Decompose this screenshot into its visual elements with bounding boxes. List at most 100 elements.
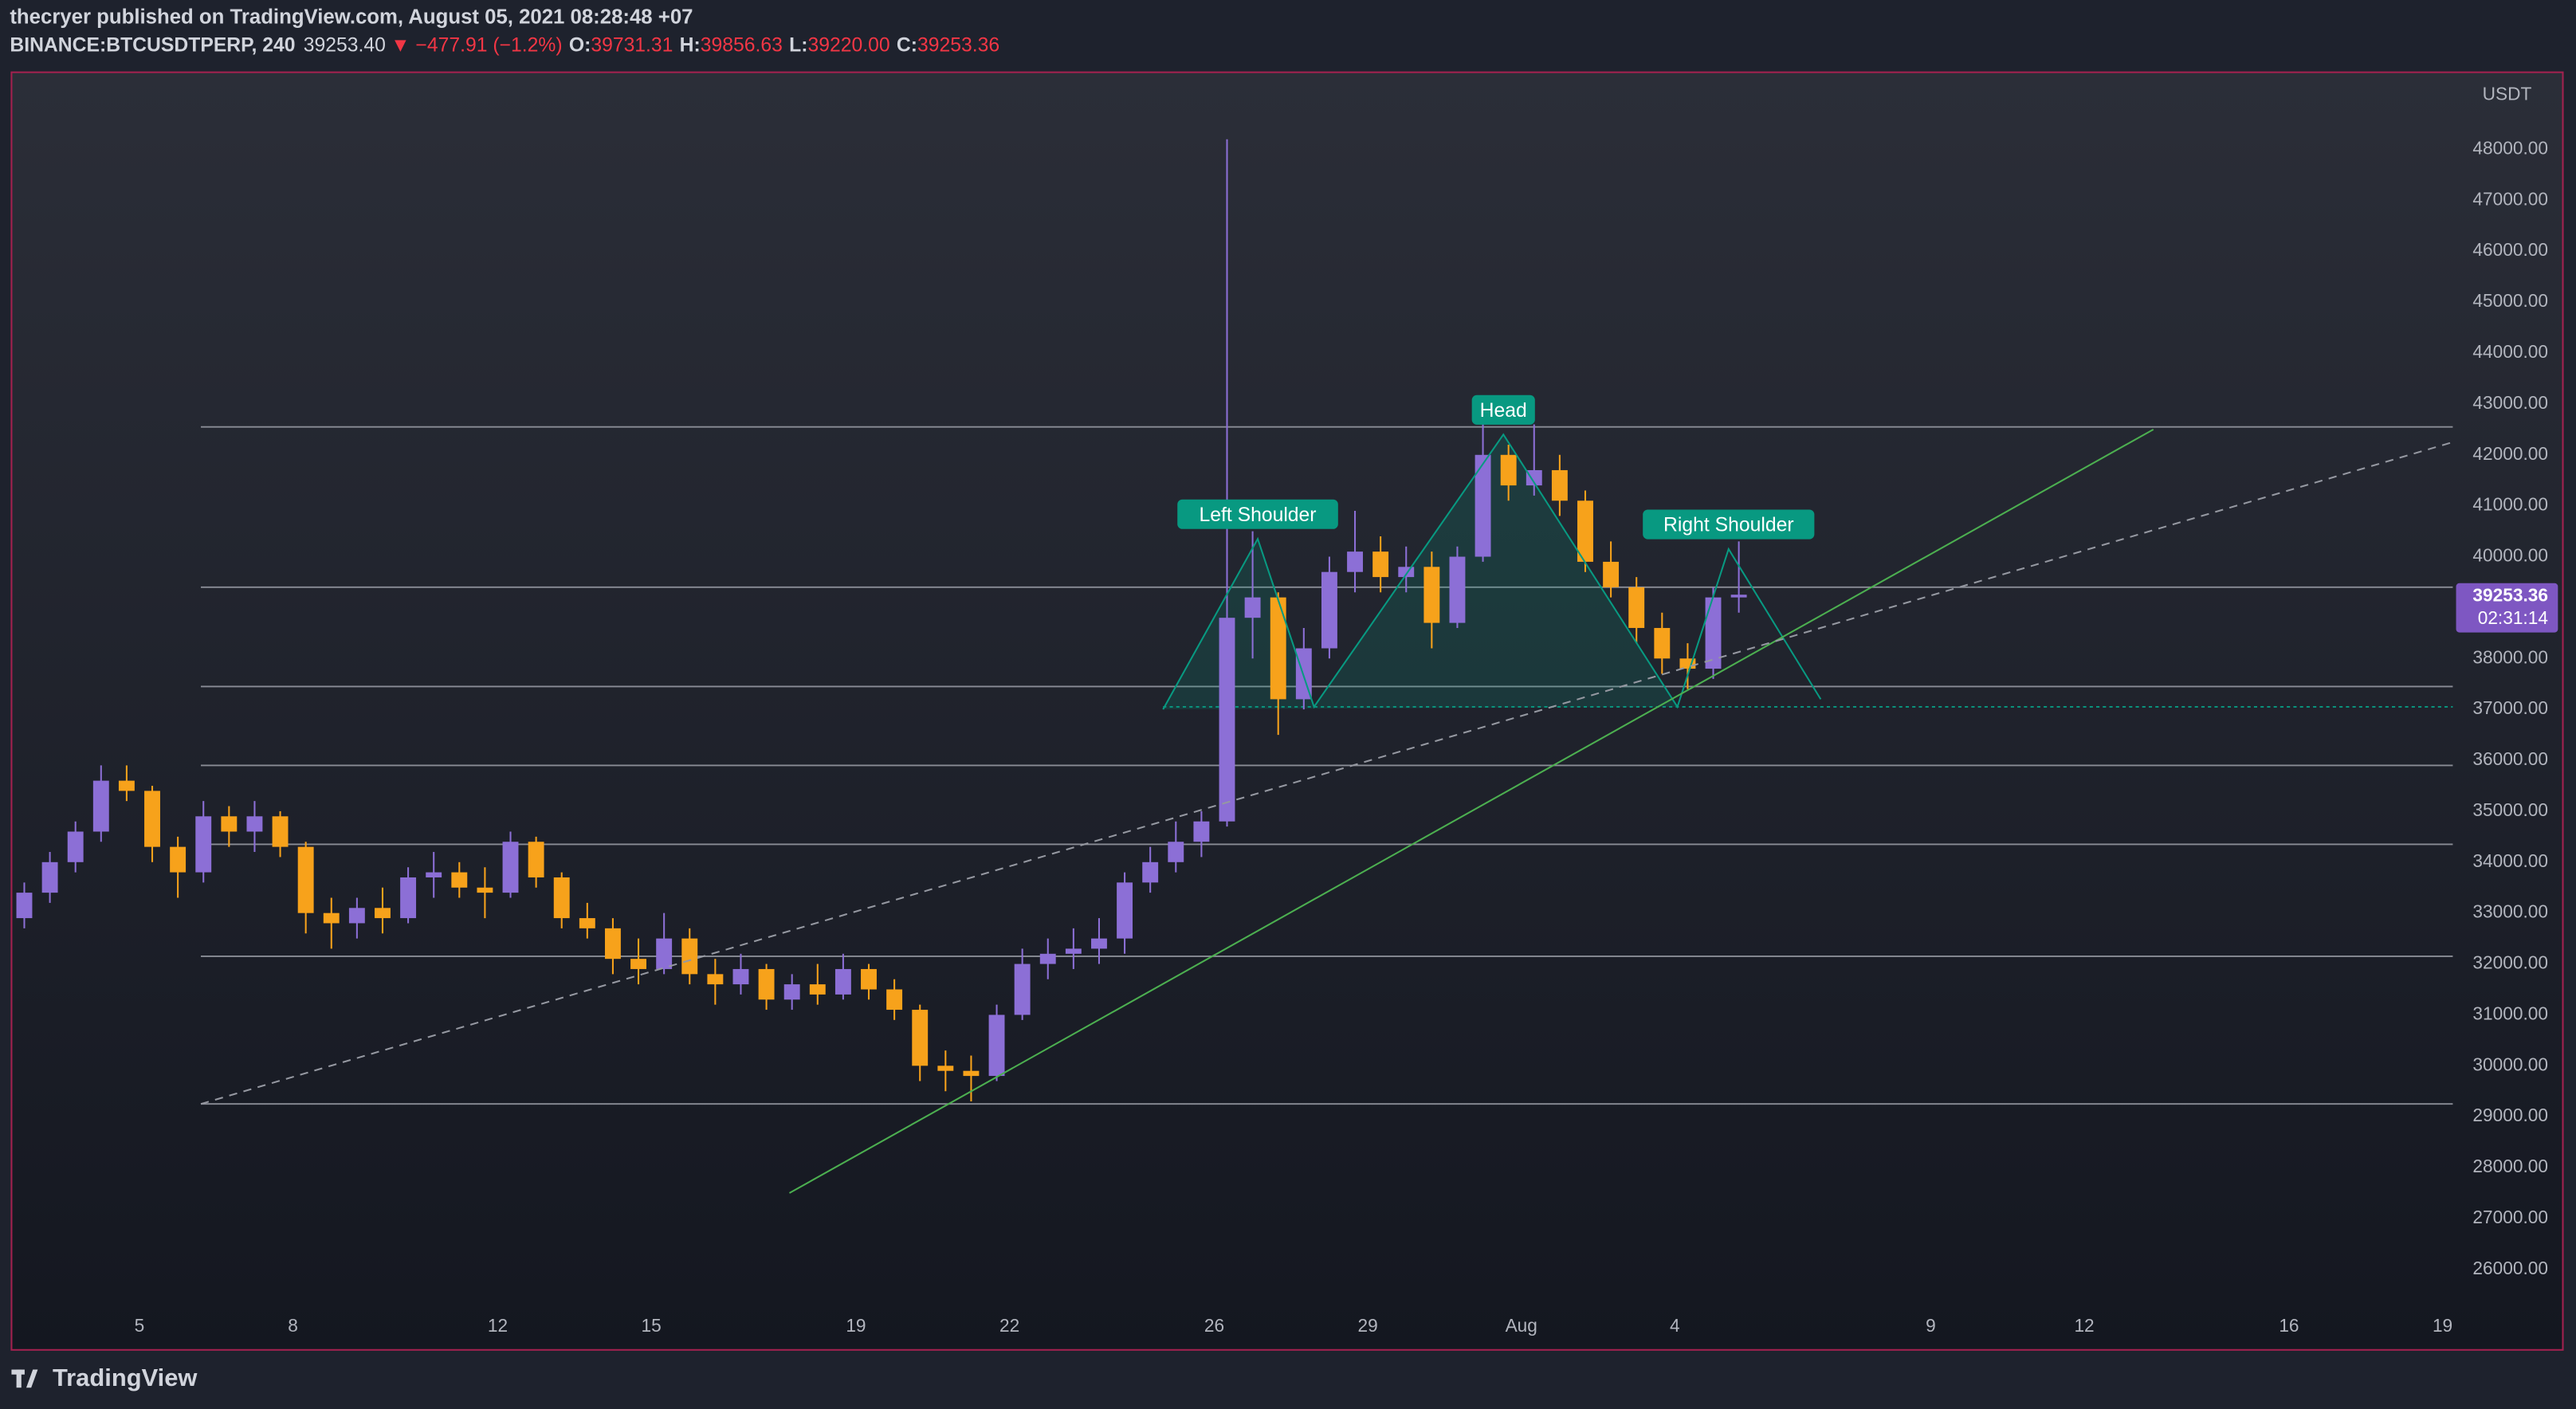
candle-body — [195, 816, 212, 873]
annotation-label: Head — [1480, 400, 1527, 422]
y-tick-label: 37000.00 — [2472, 697, 2548, 718]
candle-body — [1628, 587, 1645, 628]
candle-body — [886, 989, 903, 1011]
candle-body — [221, 816, 238, 832]
candle-body — [1603, 561, 1620, 587]
candle-body — [988, 1015, 1005, 1077]
currency: USDT — [2483, 84, 2532, 104]
candle-body — [323, 913, 340, 924]
x-tick-label: 12 — [488, 1315, 508, 1336]
candle-body — [1730, 595, 1747, 598]
candle-body — [553, 877, 570, 919]
annotation-box — [1643, 509, 1815, 540]
candle-body — [630, 959, 646, 969]
candle-body — [477, 887, 493, 893]
price-tag-countdown: 02:31:14 — [2478, 607, 2548, 628]
x-tick-label: 4 — [1670, 1315, 1680, 1336]
candle-body — [963, 1070, 980, 1077]
candle-body — [861, 968, 877, 990]
candle-body — [92, 780, 109, 832]
candle-body — [1654, 627, 1671, 659]
candle-body — [41, 861, 58, 893]
annotation-label: Left Shoulder — [1199, 504, 1316, 526]
low: 39220.00 — [808, 34, 890, 56]
y-tick-label: 33000.00 — [2472, 901, 2548, 922]
pattern-line — [1162, 433, 1822, 710]
y-tick-label: 47000.00 — [2472, 188, 2548, 209]
candle-body — [16, 893, 33, 919]
candle-body — [1449, 556, 1466, 623]
candle-body — [1014, 964, 1031, 1015]
candle-body — [67, 831, 84, 862]
candle-body — [1065, 948, 1082, 954]
last: 39253.40 — [304, 34, 386, 56]
candles — [16, 139, 1747, 1102]
x-tick-label: 9 — [1926, 1315, 1936, 1336]
candle-body — [426, 872, 442, 877]
candle-body — [579, 918, 595, 928]
candle-body — [502, 842, 519, 893]
candle-body — [1372, 551, 1389, 578]
candle-body — [400, 877, 417, 919]
y-tick-label: 30000.00 — [2472, 1054, 2548, 1074]
candle-body — [144, 791, 160, 847]
chart-frame — [10, 71, 2564, 1351]
x-tick-label: 8 — [288, 1315, 298, 1336]
candle-body — [1244, 597, 1261, 618]
symbol-line: BINANCE:BTCUSDTPERP, 240 39253.40 ▼ −477.9… — [10, 34, 999, 56]
c-label: C: — [897, 34, 917, 56]
candle-body — [1347, 551, 1363, 572]
candle-body — [656, 938, 673, 969]
x-tick-label: 29 — [1357, 1315, 1377, 1336]
trend-line — [788, 428, 2154, 1194]
candle-body — [528, 842, 544, 877]
x-tick-label: 15 — [641, 1315, 661, 1336]
candle-body — [1168, 842, 1184, 862]
trend-line — [200, 441, 2453, 1105]
candle-body — [937, 1066, 954, 1071]
price-tag — [2456, 583, 2558, 633]
candle-body — [297, 846, 314, 913]
publisher: thecryer published on TradingView.com, A… — [10, 6, 693, 28]
y-tick-label: 26000.00 — [2472, 1258, 2548, 1278]
annotation-box — [1177, 499, 1338, 529]
y-tick-label: 42000.00 — [2472, 443, 2548, 464]
candle-body — [1270, 597, 1286, 700]
y-tick-label: 28000.00 — [2472, 1156, 2548, 1176]
x-tick-label: 26 — [1204, 1315, 1224, 1336]
candle-body — [451, 872, 468, 888]
candle-body — [1423, 567, 1440, 623]
candle-body — [912, 1010, 929, 1066]
brand: TradingView — [53, 1364, 198, 1391]
candle-body — [118, 780, 135, 791]
high: 39856.63 — [701, 34, 783, 56]
y-tick-label: 44000.00 — [2472, 341, 2548, 362]
candle-body — [1321, 571, 1337, 649]
y-tick-label: 43000.00 — [2472, 392, 2548, 413]
x-tick-label: 16 — [2279, 1315, 2299, 1336]
y-tick-label: 31000.00 — [2472, 1003, 2548, 1023]
y-tick-label: 34000.00 — [2472, 850, 2548, 871]
candle-body — [1091, 938, 1107, 949]
candle-body — [604, 928, 621, 960]
candle-body — [1193, 821, 1210, 842]
y-tick-label: 27000.00 — [2472, 1207, 2548, 1227]
open: 39731.31 — [591, 34, 673, 56]
symbol: BINANCE:BTCUSDTPERP, 240 — [10, 34, 295, 56]
y-tick-label: 32000.00 — [2472, 952, 2548, 973]
o-label: O: — [569, 34, 591, 56]
candle-body — [681, 938, 698, 975]
x-tick-label: 5 — [135, 1315, 145, 1336]
change: ▼ −477.91 (−1.2%) — [391, 34, 563, 56]
close: 39253.36 — [917, 34, 999, 56]
candle-body — [348, 908, 365, 924]
y-tick-label: 45000.00 — [2472, 290, 2548, 311]
x-tick-label: 22 — [999, 1315, 1019, 1336]
y-tick-label: 40000.00 — [2472, 545, 2548, 566]
y-tick-label: 41000.00 — [2472, 494, 2548, 515]
candle-body — [1551, 469, 1568, 501]
x-tick-label: Aug — [1506, 1315, 1537, 1336]
candle-body — [758, 968, 775, 1000]
